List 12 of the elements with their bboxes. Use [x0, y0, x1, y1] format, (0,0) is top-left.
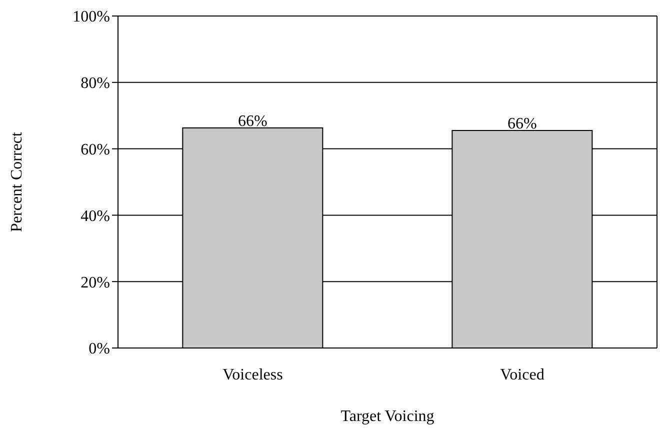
y-tick-label: 80% — [80, 75, 110, 92]
data-label: 66% — [508, 116, 537, 133]
x-axis-title: Target Voicing — [340, 408, 434, 425]
y-tick-label: 60% — [80, 141, 110, 158]
y-tick-label: 0% — [88, 340, 110, 358]
y-tick-label: 100% — [72, 8, 110, 26]
y-tick-label: 20% — [80, 274, 110, 292]
data-label: 66% — [238, 112, 268, 130]
x-tick-label: Voiced — [500, 366, 544, 384]
y-axis-title: Percent Correct — [8, 131, 26, 232]
y-tick-label: 40% — [80, 208, 110, 225]
x-tick-label: Voiceless — [222, 366, 283, 384]
